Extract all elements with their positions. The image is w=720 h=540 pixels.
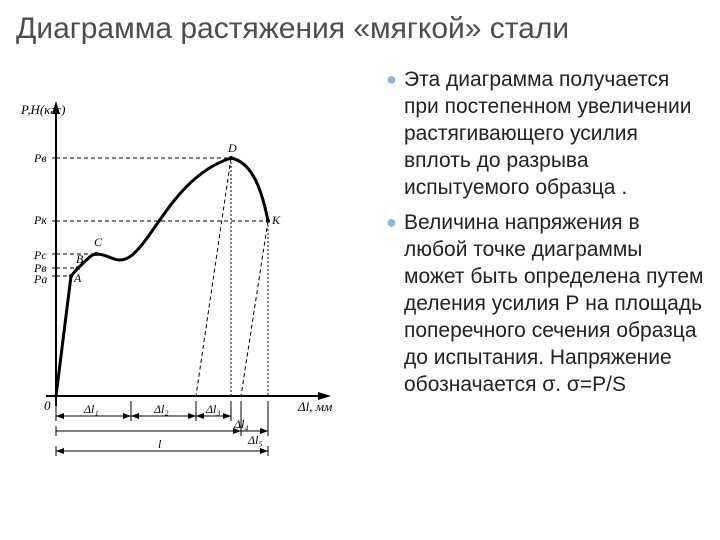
diagram-svg: P,H(кгс) Δl, мм 0 Pв Pк Pс Pв Pa [16, 66, 366, 486]
dim-arrow [260, 448, 268, 454]
y-tick-pa: Pa [33, 272, 47, 286]
dl2: Δl₂ [153, 402, 169, 416]
y-axis-label: P,H(кгс) [20, 102, 65, 117]
dim-arrow [188, 413, 196, 419]
dot [76, 266, 80, 270]
pt-k: K [271, 213, 281, 227]
page-title: Диаграмма растяжения «мягкой» стали [16, 12, 704, 46]
slide: Диаграмма растяжения «мягкой» стали P,H(… [0, 0, 720, 540]
content-row: P,H(кгс) Δl, мм 0 Pв Pк Pс Pв Pa [16, 66, 704, 486]
bullet-text-2: Величина напряжения в любой точке диагра… [404, 209, 704, 398]
dot [229, 156, 233, 160]
bullet-icon: ● [386, 66, 404, 92]
pt-b: B [76, 252, 84, 266]
dl5: Δl₅ [247, 433, 263, 447]
stress-strain-curve [56, 158, 268, 396]
y-tick-pk: Pк [33, 213, 47, 227]
list-item: ● Эта диаграмма получается при постепенн… [386, 66, 704, 201]
dl4: Δl₄ [233, 417, 249, 431]
pt-a: A [73, 271, 82, 285]
stress-strain-diagram: P,H(кгс) Δl, мм 0 Pв Pк Pс Pв Pa [16, 66, 366, 486]
dl3: Δl₃ [205, 402, 221, 416]
pt-c: C [94, 235, 103, 249]
bullet-icon: ● [386, 209, 404, 235]
dot [94, 252, 98, 256]
dim-arrow [131, 413, 139, 419]
pt-d: D [227, 141, 237, 155]
bullet-text-1: Эта диаграмма получается при постепенном… [404, 66, 704, 201]
dl-total: l [158, 437, 162, 451]
origin-label: 0 [44, 398, 51, 413]
dim-arrow [56, 413, 64, 419]
dl1: Δl₁ [83, 402, 99, 416]
dim-arrow [223, 413, 231, 419]
dim-arrow [56, 448, 64, 454]
text-column: ● Эта диаграмма получается при постепенн… [386, 66, 704, 486]
oblique-k [241, 221, 268, 396]
dot [266, 219, 270, 223]
oblique-d [196, 158, 231, 396]
dim-arrow [123, 413, 131, 419]
dim-arrow [196, 413, 204, 419]
y-tick-pc: Pс [33, 248, 47, 262]
dot [69, 274, 73, 278]
y-tick-pv: Pв [33, 151, 47, 165]
list-item: ● Величина напряжения в любой точке диаг… [386, 209, 704, 398]
x-axis-label: Δl, мм [297, 399, 332, 414]
